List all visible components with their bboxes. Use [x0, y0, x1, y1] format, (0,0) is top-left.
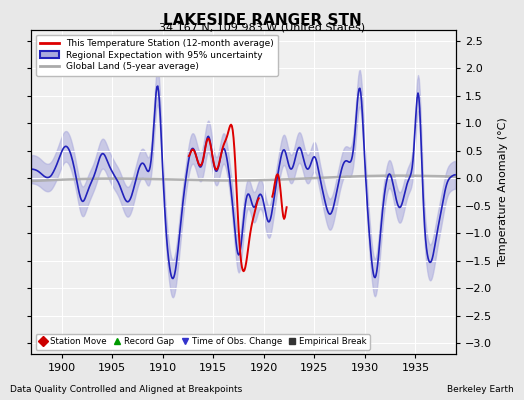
Text: LAKESIDE RANGER STN: LAKESIDE RANGER STN [162, 13, 362, 28]
Text: 34.167 N, 109.983 W (United States): 34.167 N, 109.983 W (United States) [159, 22, 365, 32]
Legend: Station Move, Record Gap, Time of Obs. Change, Empirical Break: Station Move, Record Gap, Time of Obs. C… [36, 334, 370, 350]
Text: Berkeley Earth: Berkeley Earth [447, 385, 514, 394]
Text: Data Quality Controlled and Aligned at Breakpoints: Data Quality Controlled and Aligned at B… [10, 385, 243, 394]
Y-axis label: Temperature Anomaly (°C): Temperature Anomaly (°C) [498, 118, 508, 266]
